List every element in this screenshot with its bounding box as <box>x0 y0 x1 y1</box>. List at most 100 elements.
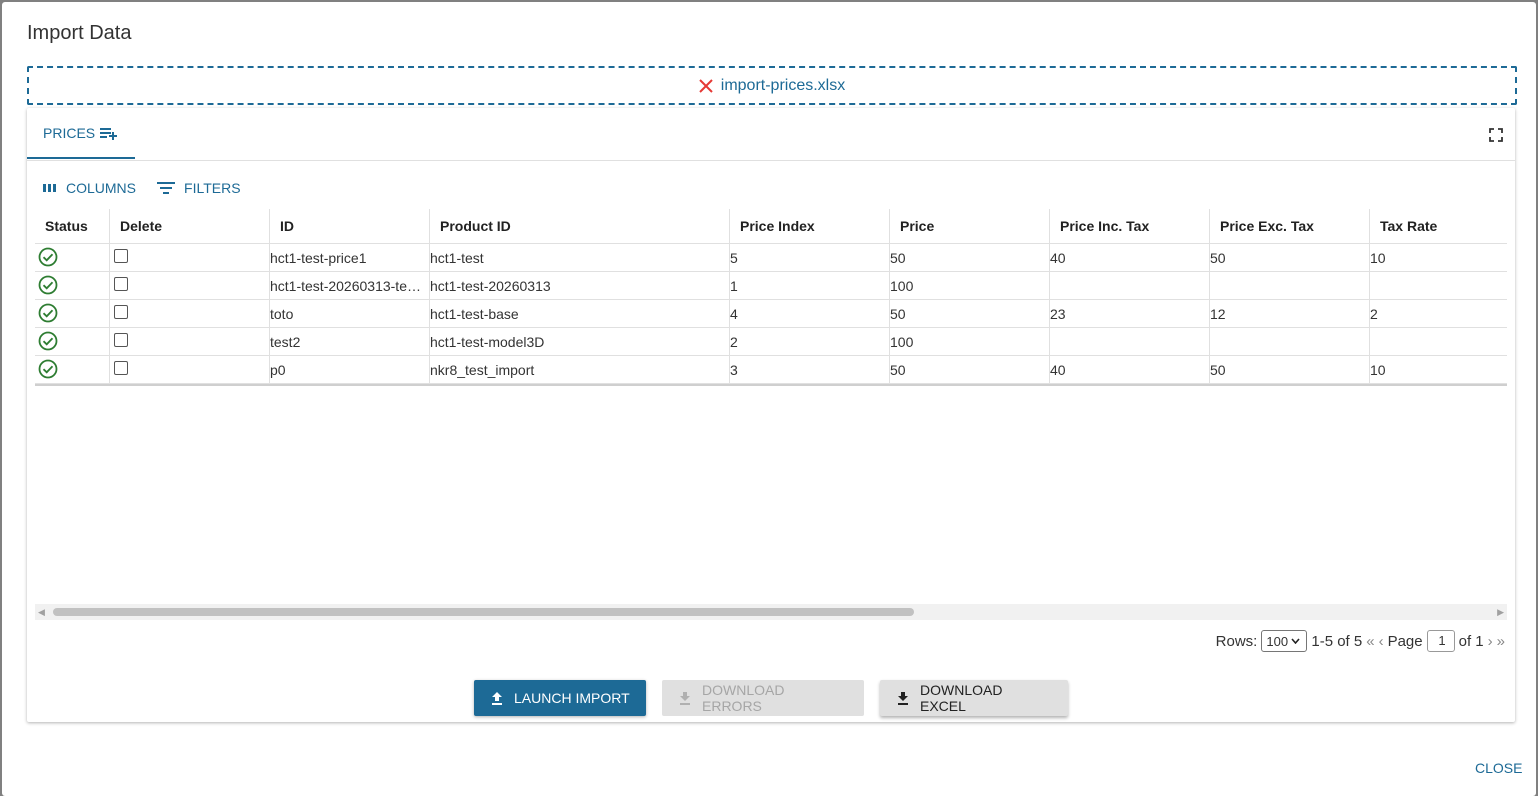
import-card: PRICES <box>27 108 1515 722</box>
columns-button[interactable]: COLUMNS <box>42 180 136 196</box>
cell-id: hct1-test-20260313-te… <box>270 278 421 294</box>
cell-id: p0 <box>270 362 286 378</box>
cell-tax-rate: 10 <box>1370 250 1386 266</box>
column-header-tax-rate[interactable]: Tax Rate <box>1380 218 1438 234</box>
check-circle-icon <box>38 303 58 323</box>
cell-product-id: hct1-test-model3D <box>430 334 545 350</box>
rows-label: Rows: <box>1215 632 1258 650</box>
scrollbar-thumb[interactable] <box>53 608 914 616</box>
delete-checkbox[interactable] <box>114 249 128 263</box>
cell-price-index: 2 <box>730 334 738 350</box>
download-errors-button[interactable]: DOWNLOAD ERRORS <box>662 680 864 716</box>
cell-price-exc-tax: 12 <box>1210 306 1226 322</box>
cell-price: 100 <box>890 334 914 350</box>
download-icon <box>678 691 692 705</box>
column-header-id[interactable]: ID <box>280 218 294 234</box>
cell-product-id: hct1-test-base <box>430 306 519 322</box>
cell-price-exc-tax: 50 <box>1210 250 1226 266</box>
cell-id: hct1-test-price1 <box>270 250 367 266</box>
rows-per-page-select[interactable]: 100 <box>1261 630 1308 652</box>
filters-label: FILTERS <box>184 180 241 196</box>
page-label: Page <box>1387 632 1423 650</box>
close-button[interactable]: CLOSE <box>1475 760 1523 776</box>
data-grid: Status Delete ID Product ID Price Index … <box>35 209 1507 619</box>
cell-price-inc-tax <box>1050 328 1205 355</box>
first-page-icon[interactable]: « <box>1366 632 1375 650</box>
close-icon[interactable] <box>699 78 713 93</box>
launch-import-button[interactable]: LAUNCH IMPORT <box>474 680 646 716</box>
previous-page-icon[interactable]: ‹ <box>1378 632 1384 650</box>
scroll-left-icon[interactable]: ◀ <box>38 607 45 617</box>
cell-id: toto <box>270 306 294 322</box>
fullscreen-icon[interactable] <box>1489 128 1503 142</box>
cell-price-inc-tax: 40 <box>1050 250 1066 266</box>
column-header-price[interactable]: Price <box>900 218 935 234</box>
cell-price-index: 5 <box>730 250 738 266</box>
check-circle-icon <box>38 275 58 295</box>
check-circle-icon <box>38 359 58 379</box>
scroll-right-icon[interactable]: ▶ <box>1497 607 1504 617</box>
next-page-icon[interactable]: › <box>1487 632 1493 650</box>
cell-price-exc-tax <box>1210 328 1365 355</box>
cell-product-id: hct1-test <box>430 250 484 266</box>
filters-button[interactable]: FILTERS <box>156 180 241 196</box>
column-header-price-exc-tax[interactable]: Price Exc. Tax <box>1220 218 1314 234</box>
upload-icon <box>490 691 504 705</box>
horizontal-scrollbar[interactable]: ◀ ▶ <box>35 604 1507 620</box>
check-circle-icon <box>38 331 58 351</box>
file-name: import-prices.xlsx <box>720 76 846 94</box>
pagination: Rows: 100 1-5 of 5 « ‹ Page 1 of 1 › » <box>1216 630 1505 652</box>
file-dropzone[interactable]: import-prices.xlsx <box>27 66 1517 105</box>
grid-toolbar: COLUMNS FILTERS <box>42 180 241 196</box>
download-excel-label: DOWNLOAD EXCEL <box>920 682 1003 714</box>
range-text: 1-5 of 5 <box>1311 632 1363 650</box>
cell-price-index: 4 <box>730 306 738 322</box>
dialog-title: Import Data <box>27 22 132 44</box>
column-header-price-index[interactable]: Price Index <box>740 218 815 234</box>
table-row[interactable]: test2 hct1-test-model3D 2 100 <box>35 328 1507 356</box>
columns-label: COLUMNS <box>66 180 137 196</box>
tab-prices[interactable]: PRICES <box>27 108 135 159</box>
cell-tax-rate <box>1370 328 1505 355</box>
delete-checkbox[interactable] <box>114 305 128 319</box>
cell-price: 50 <box>890 306 906 322</box>
cell-tax-rate <box>1370 272 1505 299</box>
of-pages-text: of 1 <box>1458 632 1484 650</box>
rows-per-page-value: 100 <box>1266 633 1289 649</box>
tab-prices-label: PRICES <box>43 124 96 141</box>
cell-price-exc-tax: 50 <box>1210 362 1226 378</box>
download-icon <box>896 691 910 705</box>
download-excel-button[interactable]: DOWNLOAD EXCEL <box>880 680 1068 716</box>
table-row[interactable]: p0 nkr8_test_import 3 50 40 50 10 <box>35 356 1507 384</box>
cell-tax-rate: 2 <box>1370 306 1378 322</box>
cell-id: test2 <box>270 334 301 350</box>
table-row[interactable]: toto hct1-test-base 4 50 23 12 2 <box>35 300 1507 328</box>
cell-price: 100 <box>890 278 914 294</box>
table-row[interactable]: hct1-test-20260313-te… hct1-test-20260313… <box>35 272 1507 300</box>
filter-icon <box>156 181 176 195</box>
cell-price: 50 <box>890 250 906 266</box>
column-header-price-inc-tax[interactable]: Price Inc. Tax <box>1060 218 1150 234</box>
cell-price-index: 3 <box>730 362 738 378</box>
grid-header: Status Delete ID Product ID Price Index … <box>35 209 1507 244</box>
delete-checkbox[interactable] <box>114 361 128 375</box>
cell-price-exc-tax <box>1210 272 1365 299</box>
download-errors-label: DOWNLOAD ERRORS <box>702 682 785 714</box>
delete-checkbox[interactable] <box>114 333 128 347</box>
delete-checkbox[interactable] <box>114 277 128 291</box>
page-number-input[interactable]: 1 <box>1426 630 1455 652</box>
column-header-delete[interactable]: Delete <box>120 218 163 234</box>
column-header-product-id[interactable]: Product ID <box>440 218 511 234</box>
cell-tax-rate: 10 <box>1370 362 1386 378</box>
last-page-icon[interactable]: » <box>1496 632 1505 650</box>
cell-price-inc-tax: 40 <box>1050 362 1066 378</box>
playlist-add-icon <box>100 126 118 140</box>
tab-bar: PRICES <box>27 108 1515 161</box>
table-row[interactable]: hct1-test-price1 hct1-test 5 50 40 50 10 <box>35 244 1507 272</box>
column-header-status[interactable]: Status <box>45 218 88 234</box>
cell-price-inc-tax <box>1050 272 1205 299</box>
cell-price-index: 1 <box>730 278 738 294</box>
action-buttons: LAUNCH IMPORT DOWNLOAD ERRORS <box>474 680 1068 716</box>
check-circle-icon <box>38 247 58 267</box>
